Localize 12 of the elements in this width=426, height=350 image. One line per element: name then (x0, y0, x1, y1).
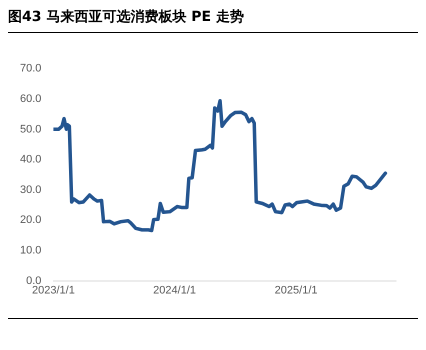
x-tick-label: 2023/1/1 (32, 284, 75, 296)
chart-title: 图43 马来西亚可选消费板块 PE 走势 (8, 8, 244, 26)
x-tick-label: 2024/1/1 (153, 284, 196, 296)
y-tick-label: 30.0 (20, 184, 42, 196)
y-tick-label: 0.0 (26, 274, 42, 287)
y-tick-label: 50.0 (20, 123, 42, 136)
y-tick-label: 20.0 (20, 214, 42, 226)
y-tick-label: 70.0 (20, 62, 42, 75)
y-tick-label: 40.0 (20, 154, 42, 166)
x-tick-label: 2025/1/1 (274, 284, 318, 296)
y-tick-label: 60.0 (20, 92, 42, 105)
y-tick-label: 10.0 (20, 244, 42, 257)
